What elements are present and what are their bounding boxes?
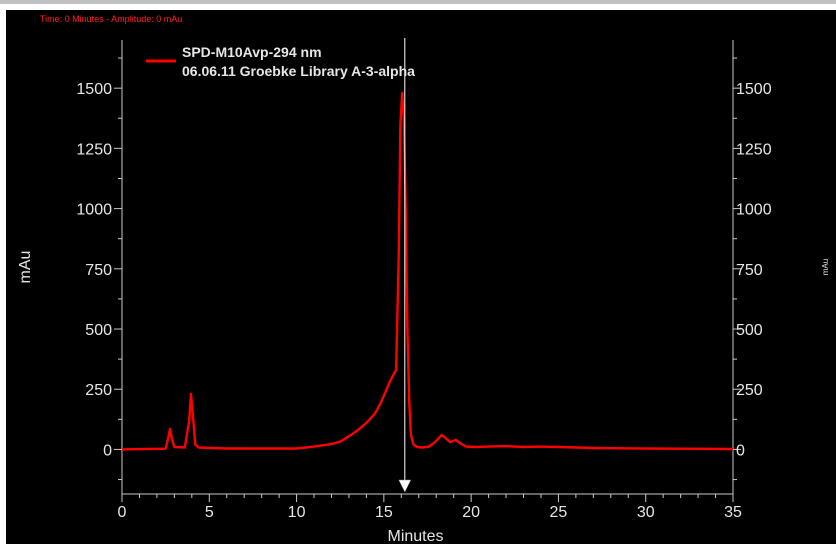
x-tick-label: 5 [205,504,214,521]
y-tick-label-right: 1500 [736,81,772,98]
legend: SPD-M10Avp-294 nm 06.06.11 Groebke Librar… [146,44,415,79]
x-tick-label: 15 [375,504,393,521]
y-tick-label-right: 1250 [736,141,772,158]
x-tick-label: 10 [288,504,306,521]
legend-entry-sample: 06.06.11 Groebke Library A-3-alpha [182,63,415,79]
trace-group [121,91,734,451]
window-top-gap [0,4,836,10]
x-tick-label: 25 [550,504,568,521]
window-top-border [0,0,836,4]
y-tick-label-left: 1500 [76,81,112,98]
y-tick-label-left: 1250 [76,141,112,158]
y-tick-label-left: 500 [85,322,112,339]
y-tick-label-right: 0 [736,442,745,459]
y-tick-label-right: 250 [736,382,763,399]
cursor-marker-icon[interactable] [398,479,412,493]
legend-entry-detector: SPD-M10Avp-294 nm [182,44,322,60]
y-tick-label-right: 500 [736,322,763,339]
x-tick-label: 0 [118,504,127,521]
y-tick-label-left: 0 [103,442,112,459]
x-axis-title: Minutes [387,528,443,544]
y-tick-label-left: 250 [85,382,112,399]
x-tick-label: 20 [462,504,480,521]
y-axis-title-right: mAu [821,259,830,275]
series-line-0 [121,91,734,451]
y-tick-label-left: 750 [85,262,112,279]
y-axis-title: mAu [17,251,34,284]
x-tick-label: 35 [724,504,742,521]
cursor-readout: Time: 0 Minutes - Amplitude: 0 mAu [40,14,183,24]
x-tick-label: 30 [637,504,655,521]
y-tick-label-right: 750 [736,262,763,279]
y-tick-label-right: 1000 [736,202,772,219]
plot-panel [6,10,836,544]
y-tick-label-left: 1000 [76,202,112,219]
cursor-group[interactable] [398,38,412,493]
